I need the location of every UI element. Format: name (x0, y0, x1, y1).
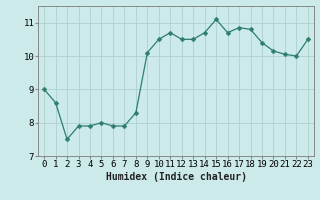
X-axis label: Humidex (Indice chaleur): Humidex (Indice chaleur) (106, 172, 246, 182)
